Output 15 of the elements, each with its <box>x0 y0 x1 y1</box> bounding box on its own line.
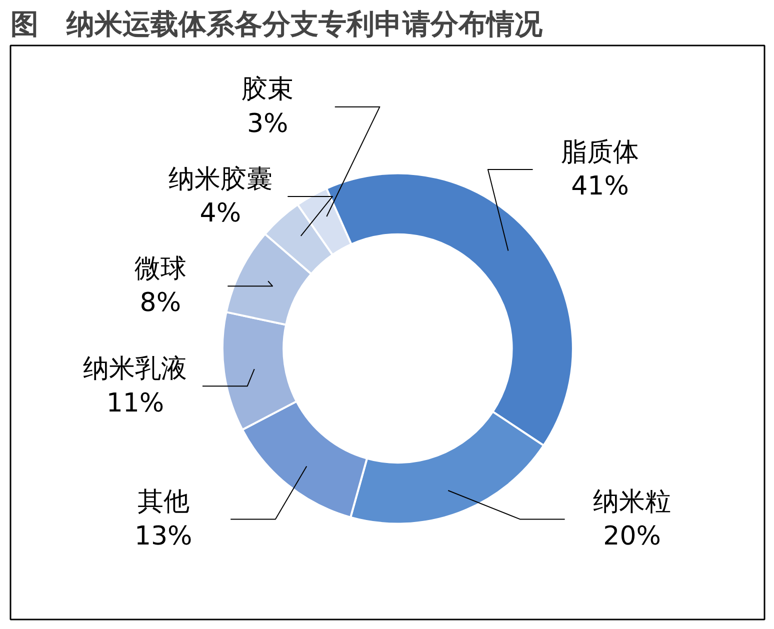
data-label: 41% <box>571 172 629 202</box>
data-label: 13% <box>134 521 192 552</box>
chart-title: 图 纳米运载体系各分支专利申请分布情况 <box>10 8 544 40</box>
data-label: 8% <box>140 288 182 318</box>
slice-label: 微球 <box>134 254 186 284</box>
slice-label: 脂质体 <box>561 137 640 168</box>
slice-label: 纳米粒 <box>593 487 672 518</box>
data-label: 11% <box>106 388 164 418</box>
data-label: 3% <box>247 108 288 139</box>
slice-label: 纳米乳液 <box>83 354 188 384</box>
slice-label: 纳米胶囊 <box>168 164 272 194</box>
data-label: 4% <box>200 198 242 229</box>
data-label: 20% <box>603 521 661 552</box>
slice-label: 其他 <box>137 487 190 518</box>
slice-label: 胶束 <box>242 74 294 105</box>
